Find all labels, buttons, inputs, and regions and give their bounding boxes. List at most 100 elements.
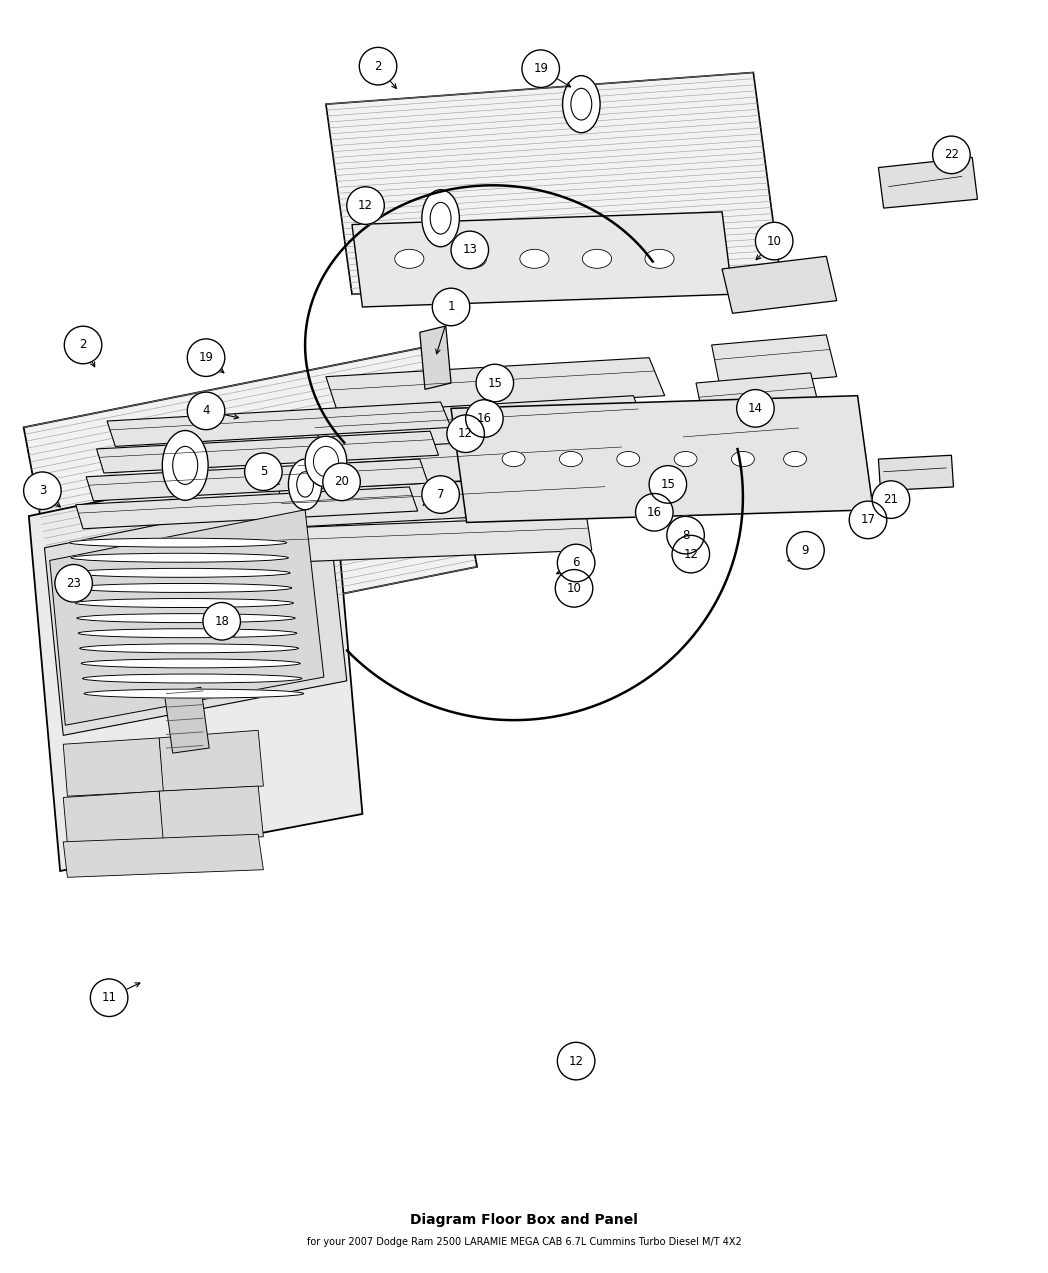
Text: Diagram Floor Box and Panel: Diagram Floor Box and Panel <box>410 1212 638 1226</box>
Ellipse shape <box>24 472 61 509</box>
Text: 19: 19 <box>533 62 548 75</box>
Ellipse shape <box>323 463 361 500</box>
Text: 19: 19 <box>198 351 214 364</box>
Polygon shape <box>159 731 263 791</box>
Polygon shape <box>712 335 836 387</box>
Text: 12: 12 <box>358 199 373 213</box>
Ellipse shape <box>77 614 296 622</box>
Ellipse shape <box>451 232 488 269</box>
Polygon shape <box>722 256 836 313</box>
Polygon shape <box>352 211 733 307</box>
Polygon shape <box>696 373 821 424</box>
Text: for your 2007 Dodge Ram 2500 LARAMIE MEGA CAB 6.7L Cummins Turbo Diesel M/T 4X2: for your 2007 Dodge Ram 2500 LARAMIE MEG… <box>307 1237 741 1248</box>
Ellipse shape <box>933 136 970 173</box>
Text: 8: 8 <box>682 528 690 541</box>
Ellipse shape <box>188 339 225 377</box>
Polygon shape <box>159 785 263 841</box>
Polygon shape <box>29 453 363 871</box>
Text: 2: 2 <box>374 60 381 73</box>
Ellipse shape <box>395 250 424 269</box>
Ellipse shape <box>162 430 209 500</box>
Polygon shape <box>420 326 451 390</box>
Ellipse shape <box>667 517 704 554</box>
Ellipse shape <box>645 250 674 269</box>
Text: 12: 12 <box>683 547 698 560</box>
Polygon shape <box>279 475 610 527</box>
Text: 7: 7 <box>437 488 444 502</box>
Ellipse shape <box>359 47 397 85</box>
Text: 17: 17 <box>860 513 875 527</box>
Ellipse shape <box>71 554 288 563</box>
Ellipse shape <box>244 453 282 490</box>
Ellipse shape <box>422 476 459 513</box>
Ellipse shape <box>430 202 451 234</box>
Ellipse shape <box>784 452 807 467</box>
Polygon shape <box>86 460 428 500</box>
Polygon shape <box>326 358 664 415</box>
Text: 13: 13 <box>462 243 477 256</box>
Ellipse shape <box>90 979 128 1017</box>
Ellipse shape <box>297 472 313 496</box>
Polygon shape <box>451 396 873 522</box>
Ellipse shape <box>635 494 673 531</box>
Ellipse shape <box>756 223 793 260</box>
Ellipse shape <box>558 1043 595 1080</box>
Ellipse shape <box>787 532 824 569</box>
Ellipse shape <box>446 415 484 452</box>
Ellipse shape <box>649 466 686 503</box>
Text: 10: 10 <box>767 234 782 247</box>
Polygon shape <box>165 687 210 754</box>
Polygon shape <box>49 509 324 726</box>
Ellipse shape <box>72 568 290 578</box>
Ellipse shape <box>305 437 347 488</box>
Polygon shape <box>63 738 165 796</box>
Text: 6: 6 <box>572 556 580 569</box>
Text: 12: 12 <box>458 428 473 440</box>
Text: 10: 10 <box>567 582 582 594</box>
Ellipse shape <box>64 326 102 364</box>
Ellipse shape <box>69 538 287 547</box>
Polygon shape <box>63 834 263 877</box>
Text: 2: 2 <box>80 339 87 351</box>
Text: 9: 9 <box>802 544 809 556</box>
Ellipse shape <box>83 673 302 684</box>
Text: 12: 12 <box>569 1054 584 1068</box>
Ellipse shape <box>872 481 910 518</box>
Text: 3: 3 <box>39 484 46 498</box>
Ellipse shape <box>347 187 385 224</box>
Polygon shape <box>263 516 592 563</box>
Text: 16: 16 <box>647 505 661 519</box>
Ellipse shape <box>571 88 592 120</box>
Ellipse shape <box>288 460 322 509</box>
Text: 11: 11 <box>102 992 116 1004</box>
Ellipse shape <box>173 447 198 485</box>
Polygon shape <box>310 396 647 452</box>
Polygon shape <box>24 345 477 649</box>
Polygon shape <box>63 791 165 844</box>
Ellipse shape <box>502 452 525 467</box>
Ellipse shape <box>737 390 774 428</box>
Polygon shape <box>96 432 438 474</box>
Ellipse shape <box>313 447 339 477</box>
Text: 20: 20 <box>334 475 349 489</box>
Text: 4: 4 <box>202 405 210 418</box>
Ellipse shape <box>849 502 887 538</box>
Text: 1: 1 <box>447 300 455 313</box>
Ellipse shape <box>563 75 601 132</box>
Ellipse shape <box>558 544 595 582</box>
Ellipse shape <box>81 659 300 668</box>
Polygon shape <box>878 456 954 491</box>
Polygon shape <box>680 415 806 462</box>
Ellipse shape <box>672 536 709 573</box>
Ellipse shape <box>80 644 299 653</box>
Ellipse shape <box>555 569 593 607</box>
Polygon shape <box>878 158 978 207</box>
Ellipse shape <box>674 452 697 467</box>
Text: 16: 16 <box>477 412 492 425</box>
Ellipse shape <box>617 452 639 467</box>
Text: 23: 23 <box>66 577 81 589</box>
Ellipse shape <box>79 629 297 638</box>
Ellipse shape <box>465 400 503 438</box>
Ellipse shape <box>432 288 470 326</box>
Ellipse shape <box>74 583 291 592</box>
